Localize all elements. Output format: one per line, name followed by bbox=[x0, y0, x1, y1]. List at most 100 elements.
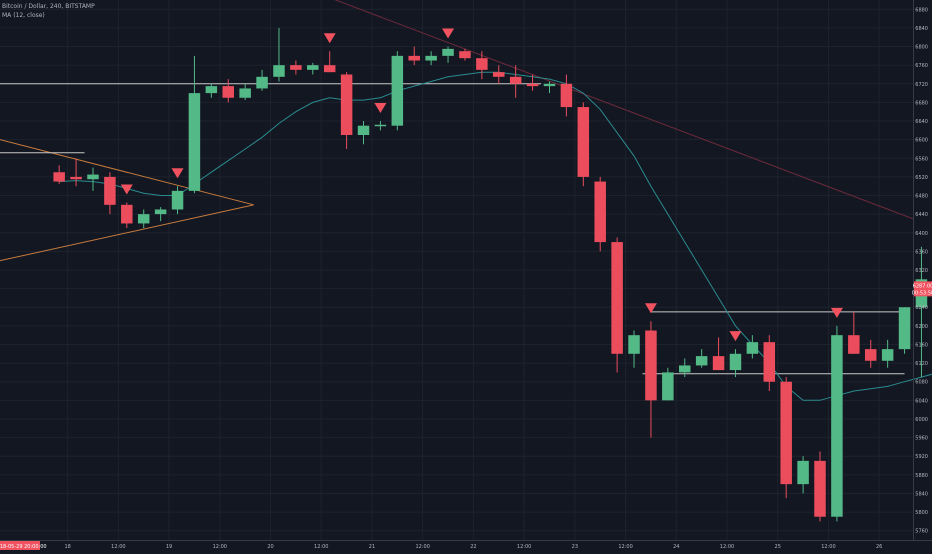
candle-up[interactable] bbox=[239, 83, 251, 101]
candle-down[interactable] bbox=[577, 102, 590, 187]
price-tick-label: 6040 bbox=[915, 398, 928, 404]
sell-marker bbox=[830, 307, 843, 318]
candle-down[interactable] bbox=[53, 165, 65, 184]
time-tick-label: 12:00 bbox=[415, 544, 429, 550]
price-tick-label: 6760 bbox=[915, 63, 928, 69]
price-axis[interactable]: 5760 5800 5840 5880 5920 5960 6000 6040 6080 6120… bbox=[915, 7, 928, 534]
candle-up[interactable] bbox=[171, 186, 184, 215]
candle-down[interactable] bbox=[780, 377, 792, 499]
sell-marker bbox=[729, 331, 742, 342]
candle-body bbox=[188, 93, 201, 191]
time-tick-label: 12:00 bbox=[618, 544, 632, 550]
price-tick-label: 6080 bbox=[915, 380, 928, 386]
candle-up[interactable] bbox=[374, 121, 387, 131]
time-axis[interactable]: 18 12:00 19 12:00 20 12:00 21 12:00 22 12:00 23 12:… bbox=[0, 541, 882, 550]
triangle-line bbox=[0, 204, 254, 262]
candle-down[interactable] bbox=[645, 321, 657, 438]
sell-marker bbox=[644, 303, 657, 314]
candle-down[interactable] bbox=[493, 65, 505, 84]
candle-down[interactable] bbox=[594, 176, 606, 252]
time-tick-label: 12:00 bbox=[517, 544, 531, 550]
candle-down[interactable] bbox=[290, 60, 302, 75]
candle-body bbox=[509, 76, 522, 84]
candle-up[interactable] bbox=[881, 339, 894, 368]
candle-down[interactable] bbox=[611, 237, 623, 373]
price-tick-label: 6400 bbox=[915, 231, 928, 237]
symbol-title[interactable]: Bitcoin / Dollar, 240, BITSTAMP bbox=[2, 3, 95, 10]
candle-body bbox=[628, 335, 640, 354]
candle-body bbox=[560, 83, 573, 108]
candle-down[interactable] bbox=[526, 74, 539, 91]
candle-up[interactable] bbox=[391, 51, 404, 131]
price-tick-label: 6600 bbox=[915, 138, 928, 144]
candle-up[interactable] bbox=[137, 209, 150, 229]
price-tick-label: 6480 bbox=[915, 194, 928, 200]
candle-down[interactable] bbox=[323, 51, 336, 73]
candle-up[interactable] bbox=[256, 69, 268, 91]
price-tag bbox=[914, 288, 932, 297]
time-tick-label: 22 bbox=[470, 544, 476, 550]
price-tick-label: 6520 bbox=[915, 175, 928, 181]
price-tick-label: 6160 bbox=[915, 342, 928, 348]
candle-down[interactable] bbox=[222, 79, 234, 103]
candle-up[interactable] bbox=[425, 51, 437, 66]
current-date-label: 2018-05-29 20:00:00 bbox=[0, 544, 47, 550]
candle-up[interactable] bbox=[154, 207, 167, 222]
candle-down[interactable] bbox=[509, 65, 522, 98]
candle-down[interactable] bbox=[763, 335, 776, 392]
candle-up[interactable] bbox=[729, 349, 742, 378]
candle-up[interactable] bbox=[87, 167, 99, 191]
price-tick-label: 6680 bbox=[915, 100, 928, 106]
candle-body bbox=[442, 48, 454, 56]
candle-down[interactable] bbox=[70, 158, 82, 187]
time-tick-label: 21 bbox=[369, 544, 375, 550]
candle-down[interactable] bbox=[712, 337, 725, 371]
candle-body bbox=[881, 349, 894, 361]
candle-body bbox=[729, 353, 742, 371]
candle-body bbox=[104, 176, 116, 205]
time-tick-label: 12:00 bbox=[720, 544, 734, 550]
candle-down[interactable] bbox=[848, 311, 860, 354]
price-tick-label: 6320 bbox=[915, 268, 928, 274]
candle-down[interactable] bbox=[864, 339, 877, 368]
candle-up[interactable] bbox=[797, 456, 809, 494]
indicator-title[interactable]: MA (12, close) bbox=[2, 12, 45, 19]
candle-body bbox=[307, 65, 319, 70]
candle-down[interactable] bbox=[408, 46, 420, 66]
candle-up[interactable] bbox=[695, 349, 708, 368]
candle-down[interactable] bbox=[121, 202, 133, 229]
price-tick-label: 5760 bbox=[915, 529, 928, 535]
trend-line bbox=[334, 0, 914, 220]
candle-up[interactable] bbox=[746, 335, 759, 359]
price-tick-label: 6720 bbox=[915, 82, 928, 88]
candle-body bbox=[864, 349, 877, 361]
candle-body bbox=[763, 342, 776, 382]
candle-body bbox=[543, 83, 556, 87]
candle-up[interactable] bbox=[273, 27, 285, 82]
candle-down[interactable] bbox=[340, 72, 353, 149]
candle-up[interactable] bbox=[205, 83, 218, 98]
candle-down[interactable] bbox=[476, 51, 488, 80]
candle-down[interactable] bbox=[814, 451, 826, 522]
candle-up[interactable] bbox=[307, 62, 319, 75]
candle-up[interactable] bbox=[662, 367, 674, 401]
candle-up[interactable] bbox=[188, 55, 201, 194]
candle-up[interactable] bbox=[357, 121, 370, 145]
candle-body bbox=[87, 174, 99, 180]
candle-down[interactable] bbox=[459, 48, 471, 61]
candle-up[interactable] bbox=[898, 307, 911, 354]
candle-up[interactable] bbox=[543, 81, 556, 94]
sell-marker bbox=[120, 184, 133, 195]
candle-up[interactable] bbox=[628, 330, 640, 368]
candle-up[interactable] bbox=[831, 325, 843, 522]
candle-up[interactable] bbox=[442, 46, 454, 63]
candle-up[interactable] bbox=[679, 358, 691, 378]
price-tick-label: 5960 bbox=[915, 436, 928, 442]
sell-markers bbox=[120, 28, 843, 342]
candle-down[interactable] bbox=[104, 172, 116, 215]
candle-down[interactable] bbox=[560, 74, 573, 117]
candle-body bbox=[239, 88, 251, 98]
